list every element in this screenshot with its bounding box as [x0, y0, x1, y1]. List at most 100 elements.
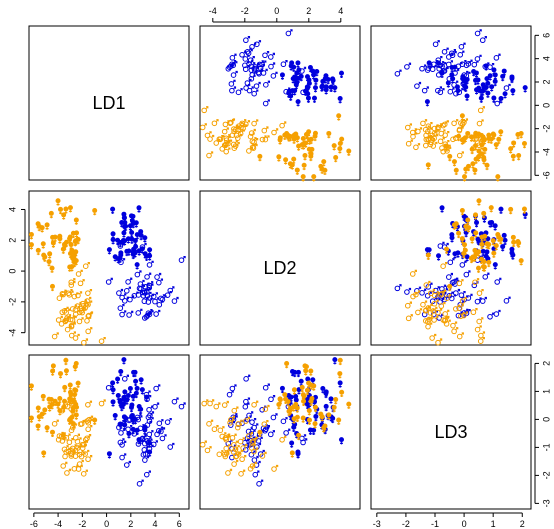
point-125-r2c3-arrow [429, 322, 433, 326]
point-36-r3c1-arrow [127, 460, 131, 464]
point-159-r1c2 [277, 135, 283, 141]
point-178-r3c2-cross [312, 388, 316, 391]
point-96-r1c2 [311, 95, 317, 101]
point-197-r3c1 [55, 401, 61, 407]
point-196-r3c1-cross [73, 397, 77, 400]
point-188-r1c3-cross [462, 141, 466, 144]
point-60-r3c1 [147, 449, 153, 455]
point-136-r3c1 [84, 435, 90, 442]
point-199-r1c2-cross [307, 151, 311, 155]
point-151-r2c3-cross [448, 288, 452, 292]
point-128-r2c1 [73, 311, 79, 317]
point-104-r2c3 [409, 271, 416, 277]
point-79-r3c2 [295, 451, 301, 457]
point-178-r2c1-cross [29, 237, 33, 240]
point-31-r1c3-arrow [456, 68, 460, 72]
point-186-r3c2-cross [294, 406, 298, 410]
point-137-r2c3-arrow [408, 301, 412, 305]
point-100-r1c2-cross [321, 83, 325, 87]
point-140-r1c3 [456, 127, 463, 134]
point-102-r2c3-arrow [439, 338, 443, 342]
point-198-r1c2 [312, 130, 318, 136]
point-200-r3c2-cross [302, 398, 306, 402]
point-13-r1c3-arrow [483, 36, 487, 40]
point-69-r3c2-cross [293, 426, 297, 430]
point-189-r2c1-cross [93, 213, 97, 216]
point-178-r3c1 [28, 383, 34, 389]
point-121-r3c1 [85, 419, 92, 426]
point-43-r1c2-arrow [255, 89, 259, 93]
point-65-r3c2 [323, 389, 329, 395]
point-67-r3c2 [279, 385, 285, 391]
point-194-r2c3-cross [522, 211, 526, 214]
point-158-r1c3-cross [482, 162, 486, 165]
point-90-r3c2 [328, 396, 334, 402]
point-174-r3c2 [337, 371, 343, 377]
point-176-r1c2 [304, 131, 310, 137]
point-134-r3c1 [60, 463, 66, 469]
point-171-r1c3 [511, 140, 517, 146]
point-137-r1c3 [404, 124, 411, 131]
point-45-r1c2 [230, 72, 237, 78]
point-145-r2c3 [437, 292, 444, 298]
point-28-r2c3-arrow [462, 290, 466, 295]
point-123-r1c3-arrow [428, 127, 433, 131]
point-23-r1c3 [394, 71, 401, 77]
point-115-r3c2-arrow [238, 423, 242, 427]
point-183-r1c2-cross [332, 148, 336, 151]
point-172-r1c3 [465, 130, 471, 136]
point-173-r2c1 [35, 247, 41, 253]
point-148-r1c2 [232, 143, 239, 149]
point-38-r2c1-arrow [154, 292, 158, 296]
point-150-r3c2 [279, 437, 285, 443]
point-46-r3c2-arrow [304, 438, 308, 442]
point-195-r1c2 [300, 174, 306, 180]
point-17-r1c2 [246, 87, 253, 94]
point-190-r2c3 [516, 240, 522, 246]
tick-label: -4 [541, 148, 551, 156]
point-128-r2c3 [442, 311, 448, 317]
point-174-r2c1 [58, 206, 64, 212]
point-189-r3c1 [92, 417, 98, 423]
point-6-r2c3-arrow [486, 272, 490, 276]
point-63-r2c3-cross [453, 256, 457, 259]
point-182-r2c1 [48, 210, 54, 216]
point-44-r2c1 [142, 290, 148, 296]
point-83-r1c3-cross [446, 85, 450, 88]
panel-3-1 [28, 354, 190, 510]
point-42-r2c1 [141, 315, 148, 321]
point-192-r3c2 [285, 399, 291, 405]
point-41-r3c2-arrow [256, 470, 260, 474]
point-25-r3c2-arrow [271, 430, 275, 434]
point-147-r2c3-arrow [433, 333, 437, 337]
point-190-r2c1 [50, 240, 56, 246]
point-25-r3c2 [267, 431, 274, 438]
point-162-r3c1 [67, 382, 73, 388]
point-51-r2c1 [129, 229, 135, 235]
point-118-r3c2 [250, 438, 257, 444]
point-76-r1c3-cross [510, 79, 514, 82]
point-161-r3c2-cross [290, 455, 294, 458]
point-49-r2c3 [461, 296, 467, 303]
point-184-r1c2-cross [300, 147, 304, 150]
point-4-r1c2-arrow [239, 88, 243, 92]
point-185-r1c3-cross [511, 158, 515, 162]
point-181-r3c2-cross [310, 400, 314, 404]
point-14-r1c2-arrow [233, 53, 237, 57]
point-23-r3c2 [256, 481, 262, 487]
point-114-r1c2-arrow [215, 119, 219, 123]
point-167-r1c3 [468, 134, 474, 140]
point-50-r2c3-arrow [463, 260, 467, 264]
point-196-r3c1 [72, 392, 78, 398]
point-134-r2c3-arrow [417, 290, 421, 294]
point-189-r1c3-cross [460, 118, 464, 121]
point-186-r1c3-cross [477, 136, 481, 139]
point-39-r3c1-arrow [125, 374, 129, 378]
point-197-r1c2-cross [347, 153, 351, 156]
point-36-r2c1 [123, 288, 130, 294]
point-8-r1c3-arrow [452, 49, 456, 53]
point-110-r1c2 [207, 136, 213, 142]
point-93-r2c3-cross [481, 253, 485, 257]
point-26-r3c1 [178, 403, 185, 410]
point-138-r3c2 [240, 445, 246, 451]
